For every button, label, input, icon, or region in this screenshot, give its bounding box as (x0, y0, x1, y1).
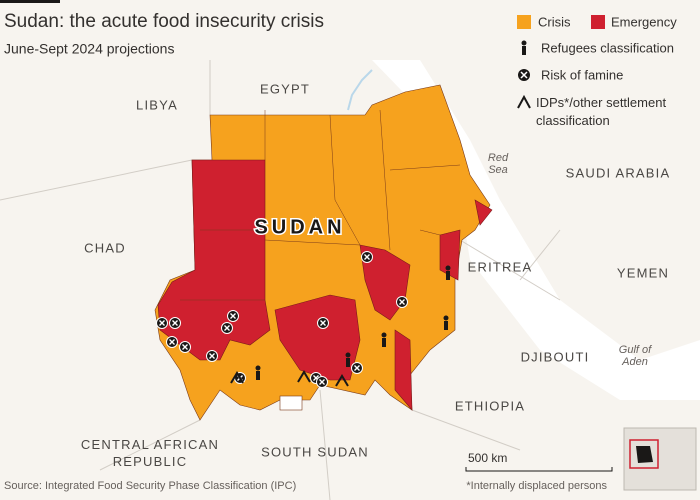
famine-cross (169, 339, 175, 345)
famine-cross (354, 365, 360, 371)
region-lines (180, 109, 461, 301)
famine-cross (182, 344, 188, 350)
scale-label: 500 km (468, 451, 507, 465)
famine-cross (172, 320, 178, 326)
borders (0, 60, 561, 500)
neighbour-label: ERITREA (468, 259, 533, 274)
neighbour-label: SOUTH SUDAN (261, 444, 369, 459)
legend-swatch (517, 15, 531, 29)
title: Sudan: the acute food insecurity crisis (4, 11, 324, 32)
refugee-markers (255, 265, 451, 380)
legend-label-box: IDPs*/other settlement classification (536, 95, 667, 128)
scale-bar (465, 467, 613, 472)
neighbour-label: ETHIOPIA (455, 398, 525, 413)
sea-label: Red Sea (487, 152, 509, 176)
famine-cross (399, 299, 405, 305)
nile (347, 69, 373, 111)
inset-highlight (629, 439, 659, 469)
source: Source: Integrated Food Security Phase C… (4, 480, 296, 492)
famine-cross (159, 320, 165, 326)
title-bar (0, 0, 60, 3)
neighbour-label: CHAD (84, 240, 126, 255)
famine-cross (364, 254, 370, 260)
neighbour-label: YEMEN (617, 265, 669, 280)
footnote: *Internally displaced persons (466, 480, 607, 492)
legend-label: Crisis (538, 14, 571, 29)
neighbour-label: EGYPT (260, 81, 310, 96)
neighbour-label: SAUDI ARABIA (566, 165, 671, 180)
famine-cross (209, 353, 215, 359)
sea-label: Gulf of Aden (618, 344, 652, 368)
legend-swatch (591, 15, 605, 29)
subtitle: June-Sept 2024 projections (4, 41, 174, 57)
legend-label: Risk of famine (541, 67, 623, 82)
legend-refugee-icon (521, 40, 527, 55)
legend-idp-icon (517, 94, 531, 109)
neighbour-label: LIBYA (136, 97, 178, 112)
legend-label: Refugees classification (541, 40, 674, 55)
famine-cross (230, 313, 236, 319)
famine-cross (319, 379, 325, 385)
sea-label-box: Red Sea (487, 152, 509, 176)
abyei (279, 395, 303, 411)
famine-cross (224, 325, 230, 331)
inset-sudan (636, 446, 653, 463)
neighbour-label: CENTRAL AFRICAN REPUBLIC (80, 437, 220, 469)
legend-famine-icon (518, 69, 530, 81)
inset-map (623, 427, 697, 491)
neighbour-label: DJIBOUTI (521, 349, 590, 364)
idp-markers (230, 370, 349, 387)
legend-label: Emergency (611, 14, 677, 29)
famine-cross (320, 320, 326, 326)
sea-label-box: Gulf of Aden (618, 344, 652, 368)
country-label: SUDAN (254, 216, 345, 238)
car-label-box: CENTRAL AFRICAN REPUBLIC (80, 437, 220, 469)
legend-label: IDPs*/other settlement classification (536, 95, 667, 128)
